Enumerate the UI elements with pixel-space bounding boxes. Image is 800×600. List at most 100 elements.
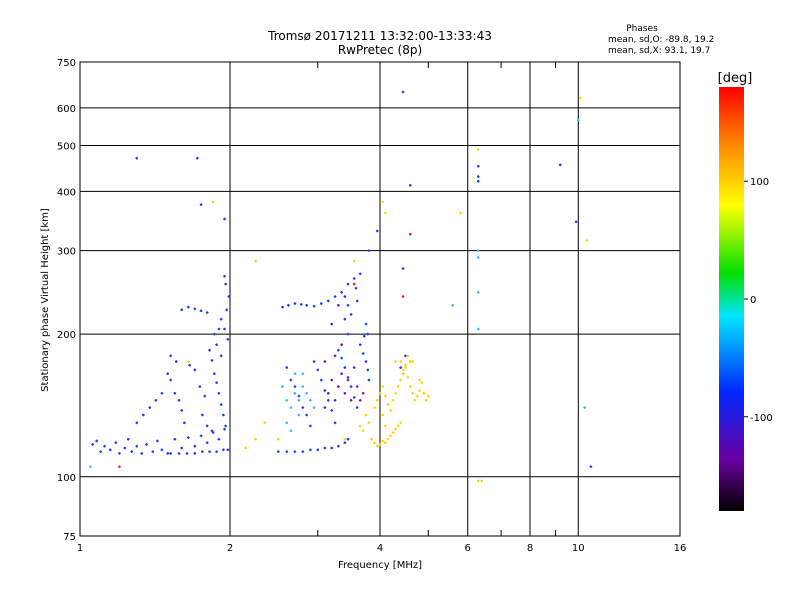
data-point xyxy=(305,413,308,417)
data-point xyxy=(375,229,379,233)
data-point xyxy=(287,304,290,307)
data-point xyxy=(352,282,356,286)
data-point xyxy=(309,424,312,428)
data-point xyxy=(312,406,316,409)
data-point xyxy=(188,363,191,367)
data-point xyxy=(378,443,382,446)
data-point xyxy=(333,295,337,298)
data-point xyxy=(375,398,379,402)
data-point xyxy=(160,392,164,395)
data-point xyxy=(217,437,221,441)
data-point xyxy=(297,394,301,398)
data-point xyxy=(375,444,379,448)
colorbar-tick-label: 100 xyxy=(750,177,769,188)
data-point xyxy=(358,424,362,428)
data-point xyxy=(459,211,462,215)
data-point xyxy=(367,249,371,252)
data-point xyxy=(396,424,400,428)
data-point xyxy=(130,450,134,453)
data-point xyxy=(145,443,148,446)
colorbar-ticks: -100 0 100 xyxy=(744,177,773,424)
data-point xyxy=(333,354,337,358)
data-point xyxy=(208,450,211,453)
data-point xyxy=(193,368,197,372)
y-axis-label: Stationary phase Virtual Height [km] xyxy=(40,208,51,392)
x-tick-label: 2 xyxy=(227,543,233,554)
data-point xyxy=(381,439,384,443)
data-point xyxy=(173,392,177,395)
data-point xyxy=(285,450,289,453)
data-point xyxy=(151,450,155,453)
data-point xyxy=(180,308,184,312)
data-point xyxy=(126,437,130,441)
data-point xyxy=(305,304,308,307)
data-point xyxy=(378,392,382,395)
data-point xyxy=(477,175,480,178)
data-point xyxy=(219,354,223,358)
data-point xyxy=(309,398,312,402)
data-point xyxy=(223,427,226,431)
data-point xyxy=(193,307,197,311)
data-point xyxy=(226,338,230,341)
data-point xyxy=(381,200,384,204)
x-axis-ticks: 1 2 4 6 8 10 16 xyxy=(77,62,686,554)
data-point xyxy=(404,363,407,367)
data-point xyxy=(135,444,139,448)
colorbar-tick-label: -100 xyxy=(750,413,773,424)
data-point xyxy=(222,448,225,452)
data-point xyxy=(193,452,197,455)
scatter-points xyxy=(89,90,593,483)
data-point xyxy=(293,385,297,388)
data-point xyxy=(352,259,356,263)
data-point xyxy=(391,398,395,402)
data-point xyxy=(406,376,410,379)
stats-title: Phases xyxy=(626,24,658,34)
data-point xyxy=(583,406,586,409)
data-point xyxy=(293,450,297,453)
data-point xyxy=(340,343,343,346)
data-point xyxy=(343,295,347,298)
data-point xyxy=(254,259,257,263)
data-point xyxy=(210,429,214,433)
data-point xyxy=(424,398,428,402)
data-point xyxy=(160,448,164,452)
data-point xyxy=(281,305,284,309)
data-point xyxy=(215,343,218,346)
data-point xyxy=(316,448,320,452)
data-point xyxy=(384,424,387,428)
data-point xyxy=(367,378,371,382)
data-point xyxy=(401,295,405,298)
data-point xyxy=(364,322,368,326)
data-point xyxy=(364,413,368,417)
data-point xyxy=(199,309,203,313)
data-point xyxy=(89,465,92,469)
data-point xyxy=(224,282,227,286)
x-axis-label: Frequency [MHz] xyxy=(338,560,422,571)
data-point xyxy=(337,304,340,307)
data-point xyxy=(352,366,356,369)
data-point xyxy=(140,452,144,455)
data-point xyxy=(187,436,190,439)
data-point xyxy=(343,441,347,445)
data-point xyxy=(211,200,215,204)
data-point xyxy=(426,394,430,398)
data-point xyxy=(169,354,172,358)
data-point xyxy=(346,282,350,286)
data-point xyxy=(418,389,421,392)
data-point xyxy=(312,360,316,363)
data-point xyxy=(177,452,181,455)
data-point xyxy=(196,156,199,160)
data-point xyxy=(415,394,419,398)
data-point xyxy=(349,313,353,316)
data-point xyxy=(205,441,209,445)
data-point xyxy=(394,360,397,363)
data-point xyxy=(401,368,405,372)
x-tick-label: 6 xyxy=(465,543,471,554)
data-point xyxy=(289,378,293,382)
data-point xyxy=(99,450,102,453)
data-point xyxy=(477,164,480,168)
data-point xyxy=(358,272,362,276)
x-tick-label: 8 xyxy=(527,543,533,554)
data-point xyxy=(199,203,203,206)
data-point xyxy=(477,148,480,151)
